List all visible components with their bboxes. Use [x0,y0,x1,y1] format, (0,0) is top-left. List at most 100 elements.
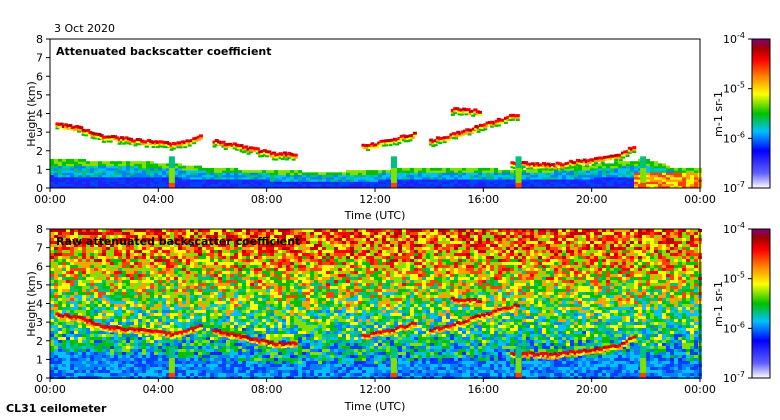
backscatter-cell [82,310,86,313]
backscatter-cell [186,274,190,277]
backscatter-cell [190,337,194,340]
backscatter-cell [694,181,698,185]
cloud-cell [544,166,549,169]
backscatter-cell [186,307,190,310]
backscatter-cell [610,181,614,185]
precipitation-cell [515,161,522,165]
backscatter-cell [294,170,298,173]
backscatter-cell [198,304,202,307]
backscatter-cell [214,176,218,180]
backscatter-cell [618,167,622,171]
backscatter-cell [190,301,194,304]
backscatter-cell [630,185,634,189]
backscatter-cell [150,325,154,328]
backscatter-cell [86,352,90,355]
backscatter-cell [90,262,94,265]
backscatter-cell [134,298,138,301]
cloud-cell [510,164,515,167]
backscatter-cell [82,167,86,171]
backscatter-cell [354,170,358,173]
backscatter-cell [94,163,98,167]
backscatter-cell [422,172,426,176]
backscatter-cell [98,247,102,250]
precipitation-cell [390,174,397,178]
backscatter-cell [190,181,194,185]
backscatter-cell [254,316,258,319]
backscatter-cell [414,176,418,180]
backscatter-cell [74,250,78,253]
backscatter-cell [86,334,90,337]
backscatter-cell [598,179,602,182]
backscatter-cell [182,316,186,319]
backscatter-cell [218,298,222,301]
backscatter-cell [138,172,142,176]
cloud-cell [494,122,499,125]
backscatter-cell [154,286,158,289]
backscatter-cell [326,183,330,187]
backscatter-cell [190,343,194,346]
backscatter-cell [246,310,250,313]
cloud-cell [512,164,517,167]
backscatter-cell [426,172,430,176]
backscatter-cell [150,229,154,232]
backscatter-cell [166,238,170,241]
backscatter-cell [486,172,490,176]
backscatter-cell [214,301,218,304]
backscatter-cell [102,352,106,355]
backscatter-cell [102,280,106,283]
backscatter-cell [190,259,194,262]
backscatter-cell [150,316,154,319]
backscatter-cell [234,181,238,185]
backscatter-cell [190,313,194,316]
backscatter-cell [86,337,90,340]
backscatter-cell [154,298,158,301]
backscatter-cell [562,181,566,185]
backscatter-cell [70,268,74,271]
backscatter-cell [226,337,230,340]
cloud-cell [392,140,397,143]
backscatter-cell [318,181,322,185]
backscatter-cell [130,340,134,343]
backscatter-cell [190,319,194,322]
backscatter-cell [102,304,106,307]
backscatter-cell [126,176,130,180]
backscatter-cell [118,238,122,241]
backscatter-cell [498,176,502,180]
backscatter-cell [290,181,294,185]
cloud-cell [151,146,156,149]
backscatter-cell [230,253,234,256]
precipitation-cell [515,160,522,163]
backscatter-cell [222,301,226,304]
cloud-cell [138,143,143,146]
backscatter-cell [106,259,110,262]
backscatter-cell [434,176,438,180]
backscatter-cell [202,174,206,178]
backscatter-cell [154,340,158,343]
cloud-cell [153,140,158,144]
backscatter-cell [86,289,90,292]
backscatter-cell [50,183,54,187]
cloud-cell [160,143,165,146]
cloud-cell [466,108,471,112]
backscatter-cell [202,343,206,346]
backscatter-cell [214,310,218,313]
backscatter-cell [566,181,570,185]
backscatter-cell [166,172,170,176]
backscatter-cell [166,241,170,244]
backscatter-cell [226,185,230,189]
cloud-cell [466,111,471,114]
cloud-cell [496,124,501,127]
backscatter-cell [574,170,578,173]
backscatter-cell [454,174,458,178]
backscatter-cell [90,310,94,313]
cloud-cell [153,143,158,146]
backscatter-cell [110,346,114,349]
backscatter-cell [62,298,66,301]
backscatter-cell [146,185,150,189]
backscatter-cell [158,247,162,250]
backscatter-cell [622,167,626,171]
backscatter-cell [234,259,238,262]
backscatter-cell [78,298,82,301]
backscatter-cell [230,328,234,331]
backscatter-cell [146,358,150,361]
